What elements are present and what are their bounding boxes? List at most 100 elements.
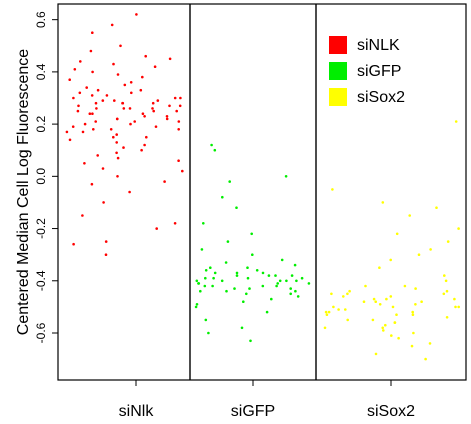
point-sisox2	[385, 297, 388, 301]
point-sisox2	[378, 303, 382, 306]
point-sinlk	[109, 128, 113, 131]
point-sigfp	[276, 282, 280, 285]
y-axis-title: Centered Median Cell Log Fluorescence	[15, 49, 32, 335]
point-sigfp	[265, 310, 269, 314]
point-sinlk	[91, 31, 94, 34]
x-category-label: siNlk	[119, 403, 155, 420]
point-sisox2	[410, 344, 414, 348]
point-sinlk	[115, 151, 118, 155]
point-sinlk	[104, 240, 108, 243]
point-sinlk	[141, 112, 145, 115]
legend-label-sigfp: siGFP	[357, 63, 401, 80]
point-sigfp	[295, 279, 298, 283]
point-sigfp	[235, 274, 239, 277]
point-sisox2	[342, 295, 345, 298]
point-sinlk	[81, 130, 85, 134]
point-sinlk	[116, 156, 120, 160]
point-sinlk	[116, 117, 119, 121]
point-sinlk	[173, 222, 177, 225]
point-sinlk	[141, 75, 144, 79]
point-sigfp	[275, 284, 278, 288]
point-sinlk	[173, 96, 177, 100]
point-sigfp	[204, 276, 207, 280]
legend-swatch-sinlk	[329, 36, 347, 54]
point-sisox2	[414, 287, 417, 290]
y-tick-label: -0.2	[34, 218, 48, 239]
point-sigfp	[233, 287, 236, 290]
x-axis: siNlk siGFP siSox2	[119, 380, 415, 420]
point-sisox2	[428, 342, 432, 345]
point-sinlk	[101, 167, 105, 170]
point-sisox2	[378, 266, 381, 270]
point-sinlk	[112, 62, 115, 66]
point-sisox2	[420, 300, 423, 304]
point-sinlk	[123, 83, 127, 87]
point-sisox2	[442, 292, 446, 296]
point-sisox2	[389, 295, 393, 298]
point-sisox2	[382, 329, 385, 332]
point-sinlk	[153, 65, 157, 68]
point-sinlk	[83, 122, 87, 126]
point-sigfp	[242, 300, 245, 304]
point-sisox2	[372, 297, 376, 301]
point-sinlk	[119, 44, 122, 48]
point-sinlk	[76, 109, 80, 113]
point-sigfp	[246, 276, 250, 280]
point-sisox2	[331, 188, 334, 191]
point-sinlk	[113, 99, 116, 102]
point-sinlk	[73, 68, 77, 71]
point-sinlk	[89, 49, 93, 53]
point-sisox2	[371, 318, 375, 322]
point-sinlk	[122, 107, 126, 110]
point-sigfp	[300, 276, 304, 280]
data-points	[65, 13, 461, 361]
point-sinlk	[129, 122, 132, 126]
point-sinlk	[96, 154, 99, 157]
point-sisox2	[395, 232, 399, 236]
point-sigfp	[221, 195, 224, 199]
point-sinlk	[90, 94, 94, 97]
point-sinlk	[144, 54, 147, 58]
point-sigfp	[194, 305, 198, 309]
point-sigfp	[203, 284, 207, 288]
point-sinlk	[115, 141, 118, 144]
point-sigfp	[195, 303, 199, 306]
point-sigfp	[261, 271, 265, 275]
point-sinlk	[151, 107, 154, 110]
y-tick-label: 0.2	[34, 115, 48, 132]
point-sinlk	[110, 23, 114, 27]
point-sisox2	[397, 336, 400, 340]
y-tick-label: -0.6	[34, 322, 48, 343]
point-sigfp	[213, 271, 217, 275]
point-sinlk	[91, 70, 94, 74]
point-sinlk	[145, 135, 148, 139]
point-sinlk	[68, 78, 71, 81]
point-sisox2	[337, 308, 340, 311]
point-sinlk	[121, 101, 124, 105]
y-tick-label: -0.4	[34, 270, 48, 291]
point-sigfp	[210, 143, 213, 147]
point-sinlk	[78, 91, 82, 95]
x-category-label: siGFP	[231, 403, 275, 420]
point-sigfp	[204, 318, 208, 322]
point-sinlk	[177, 128, 180, 131]
point-sinlk	[128, 190, 131, 194]
point-sigfp	[245, 292, 248, 296]
point-sinlk	[179, 96, 182, 100]
point-sinlk	[101, 99, 105, 102]
legend-swatch-sisox2	[329, 88, 347, 106]
plot-frame	[57, 3, 467, 381]
point-sisox2	[391, 305, 395, 309]
point-sisox2	[374, 352, 378, 356]
point-sigfp	[280, 258, 284, 262]
point-sisox2	[325, 313, 329, 317]
point-sinlk	[165, 115, 169, 118]
point-sisox2	[411, 313, 415, 317]
point-sinlk	[96, 88, 100, 92]
point-sinlk	[168, 57, 172, 61]
point-sigfp	[197, 282, 200, 285]
point-sigfp	[267, 274, 271, 277]
point-sinlk	[105, 94, 109, 97]
point-sigfp	[261, 284, 265, 288]
point-sigfp	[246, 266, 249, 270]
